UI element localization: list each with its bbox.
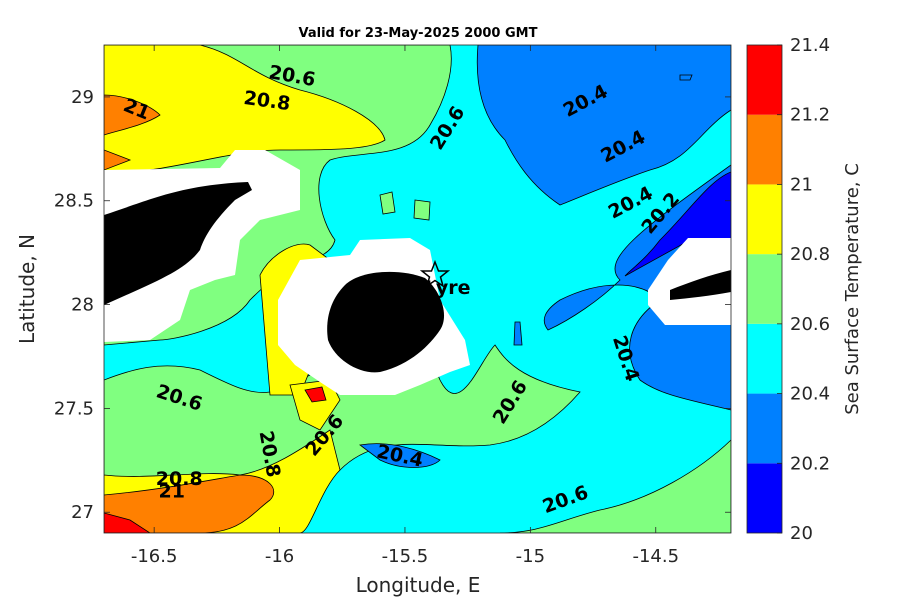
sst-band-21.0-21.2-w xyxy=(104,149,132,171)
colorbar-tick-label: 20.8 xyxy=(790,244,830,265)
sst-band-21.2-21.4-center xyxy=(304,386,327,403)
plot-area: 20.620.821 20.620.420.420.420.220.6 20.620… xyxy=(104,45,731,533)
island-west xyxy=(104,182,252,305)
colorbar-swatch xyxy=(747,45,782,115)
sst-band-20.2-20.4-sliver xyxy=(513,321,523,346)
colorbar-label: Sea Surface Temperature, C xyxy=(842,163,863,415)
land-mask-west xyxy=(104,150,300,342)
x-tick-label: -16 xyxy=(265,546,294,567)
colorbar-swatch xyxy=(747,323,782,394)
sst-band-20.2-20.4-islet xyxy=(679,74,693,81)
chart-title: Valid for 23-May-2025 2000 GMT xyxy=(299,26,538,41)
x-axis-ticks: -16.5 -16 -15.5 -15 -14.5 xyxy=(131,45,679,567)
y-axis-ticks: 27 27.5 28 28.5 29 xyxy=(54,87,731,523)
sst-band-21.2-21.4-sw xyxy=(104,512,151,533)
colorbar-swatch xyxy=(747,254,782,324)
sst-band-20.6-20.8-se xyxy=(499,439,731,533)
sst-band-20.2-20.4-east xyxy=(476,45,731,206)
colorbar-tick-label: 20.6 xyxy=(790,314,830,335)
colorbar-tick-label: 21 xyxy=(790,174,813,195)
sst-band-20.6-20.8-islet2 xyxy=(413,199,431,221)
x-tick-label: -14.5 xyxy=(632,546,679,567)
x-tick-label: -16.5 xyxy=(131,546,178,567)
colorbar-tick-label: 21.4 xyxy=(790,35,830,56)
colorbar-tick-label: 20 xyxy=(790,523,813,544)
plot-frame xyxy=(103,44,732,534)
colorbar-swatch xyxy=(747,393,782,464)
y-tick-label: 28.5 xyxy=(54,191,94,212)
sst-band-20.6-20.8-islet xyxy=(379,191,396,215)
y-tick-label: 27.5 xyxy=(54,398,94,419)
y-tick-label: 29 xyxy=(71,87,94,108)
x-tick-label: -15 xyxy=(516,546,545,567)
sst-band-20.0-20.2-east xyxy=(624,171,731,277)
colorbar-swatch xyxy=(747,184,782,255)
contour-label: 20.8 xyxy=(156,468,203,490)
y-tick-label: 28 xyxy=(71,295,94,316)
star-icon xyxy=(419,259,451,288)
station-label: Lyre xyxy=(425,277,470,299)
island-east xyxy=(670,270,731,300)
x-tick-label: -15.5 xyxy=(382,546,429,567)
land-mask-east xyxy=(648,238,731,325)
colorbar: 20 20.2 20.4 20.6 20.8 21 21.2 21.4 xyxy=(746,35,830,544)
colorbar-swatch xyxy=(747,463,782,533)
station-marker: Lyre xyxy=(419,259,470,299)
island-center xyxy=(327,271,445,373)
y-axis-label: Latitude, N xyxy=(15,234,39,344)
colorbar-frame xyxy=(746,44,783,534)
sst-band-21.0-21.2-sw xyxy=(104,474,275,533)
sst-band-20.8-21.0-nw xyxy=(104,45,386,176)
sst-band-20.2-20.4-bottom xyxy=(359,443,441,468)
colorbar-tick-label: 20.2 xyxy=(790,453,830,474)
contour-label: 21 xyxy=(158,480,184,502)
colorbar-tick-label: 20.4 xyxy=(790,384,830,405)
x-axis-label: Longitude, E xyxy=(356,573,481,597)
sst-band-21.0-21.2-nw xyxy=(104,94,161,136)
colorbar-tick-label: 21.2 xyxy=(790,105,830,126)
y-tick-label: 27 xyxy=(71,502,94,523)
colorbar-swatch xyxy=(747,114,782,185)
